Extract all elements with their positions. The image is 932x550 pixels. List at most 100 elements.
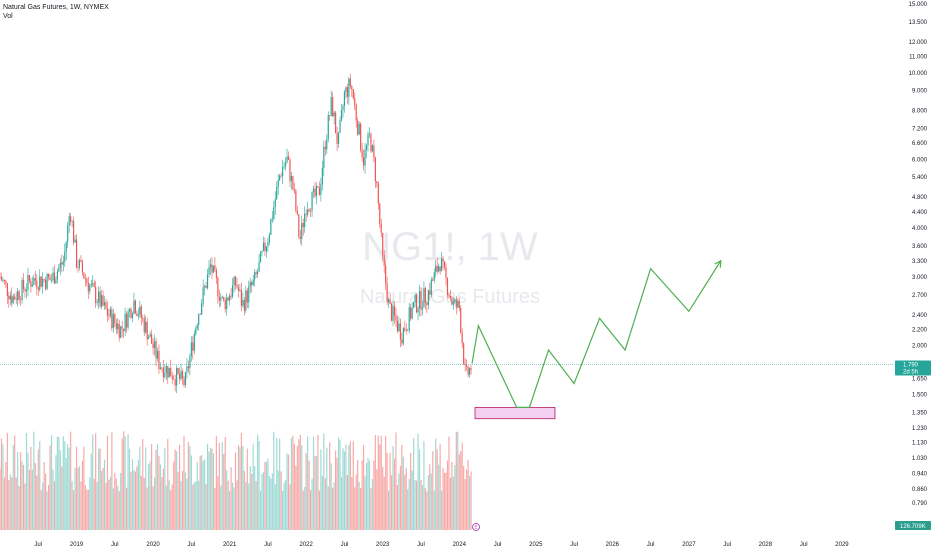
candle-body [345, 87, 347, 92]
time-tick-label: Jul [34, 542, 42, 548]
candle-body [361, 149, 363, 158]
candle-body [192, 342, 194, 351]
candle-body [42, 279, 44, 287]
volume-bar [304, 487, 306, 530]
candle-body [438, 266, 440, 272]
candle-body [468, 368, 471, 375]
volume-bar [301, 445, 303, 530]
volume-bar [460, 451, 462, 530]
volume-bar [461, 442, 463, 530]
volume-legend-label[interactable]: Vol [3, 13, 13, 20]
candle-body [379, 203, 381, 224]
candle-body [45, 279, 47, 289]
volume-bar [27, 452, 29, 530]
volume-bar [321, 475, 323, 530]
time-axis[interactable]: Jul 2019 Jul 2020 Jul 2021 Jul 2022 Jul 2023 Jul 20… [34, 542, 849, 548]
candle-body [242, 299, 244, 306]
volume-bar [373, 460, 375, 530]
candle-body [452, 301, 454, 305]
candle-body [198, 314, 200, 325]
candle-body [383, 254, 385, 266]
time-tick-label: 2025 [529, 542, 543, 548]
volume-bar [430, 473, 432, 530]
earnings-marker-circle[interactable] [472, 523, 480, 531]
candle-body [74, 239, 76, 243]
price-tick-label: 10.000 [909, 71, 928, 77]
candle-body [130, 309, 132, 318]
candle-body [106, 308, 109, 316]
volume-bar [315, 456, 318, 530]
volume-bar [233, 487, 235, 530]
candle-body [392, 306, 394, 321]
candle-body [351, 86, 353, 90]
volume-bar [89, 477, 91, 530]
candle-body [236, 285, 238, 288]
candle-body [358, 123, 360, 135]
volume-bar [190, 455, 192, 530]
time-tick-label: 2029 [835, 542, 849, 548]
volume-bar [239, 447, 241, 530]
volume-bar [114, 472, 116, 530]
candle-body [2, 279, 4, 281]
volume-bar [357, 459, 359, 530]
candle-body [47, 273, 50, 278]
candle-body [245, 290, 247, 311]
candle-body [11, 295, 13, 304]
candle-body [206, 274, 209, 289]
volume-bar [292, 435, 294, 530]
candle-body [171, 376, 173, 379]
symbol-title[interactable]: Natural Gas Futures, 1W, NYMEX [3, 4, 109, 11]
earnings-marker[interactable]: E [472, 523, 480, 531]
volume-bar [108, 479, 110, 530]
time-tick-label: Jul [570, 542, 578, 548]
volume-bar [468, 475, 471, 530]
volume-badge-value: 126.709K [900, 524, 926, 530]
volume-bar [165, 485, 167, 530]
candle-body [27, 275, 29, 290]
candle-body [339, 120, 341, 133]
candle-body [89, 285, 91, 292]
volume-bar [326, 447, 328, 530]
volume-bar [442, 468, 444, 530]
volume-bar [22, 464, 25, 530]
support-zone-rectangle[interactable] [474, 406, 556, 420]
volume-bar [196, 461, 198, 530]
volume-bar [245, 482, 247, 530]
candle-body [83, 272, 85, 279]
candle-body [39, 276, 41, 290]
volume-bar [351, 477, 353, 530]
volume-bar [68, 447, 70, 530]
volume-bar [47, 484, 50, 530]
candle-body [364, 149, 366, 166]
candle-body [96, 302, 98, 303]
candle-body [443, 261, 446, 268]
candle-body [276, 187, 278, 200]
volume-bar [438, 464, 440, 530]
candle-body [371, 145, 373, 152]
volume-bar [268, 475, 270, 530]
last-price-value: 1.790 [903, 362, 919, 368]
volume-bar [28, 469, 31, 530]
time-tick-label: 2027 [682, 542, 696, 548]
chart-legend[interactable]: Natural Gas Futures, 1W, NYMEX Vol [3, 3, 109, 21]
candle-body [423, 288, 425, 308]
candle-body [40, 276, 42, 287]
projection-path[interactable] [471, 260, 722, 408]
price-axis[interactable]: 15.000 13.500 12.000 11.000 10.000 9.000 8.000… [909, 2, 928, 507]
candle-body [264, 242, 266, 252]
volume-bar [123, 431, 125, 530]
volume-bar [96, 481, 98, 530]
volume-bar [80, 481, 82, 530]
volume-bar [3, 477, 6, 530]
volume-bar [78, 466, 81, 530]
candle-body [52, 272, 54, 281]
volume-bar [298, 439, 300, 530]
drawings-layer[interactable] [471, 259, 722, 420]
candle-body [258, 261, 260, 272]
candle-body [68, 216, 70, 226]
volume-bar [37, 449, 39, 530]
time-tick-label: Jul [111, 542, 119, 548]
volume-bar [134, 471, 137, 530]
candle-body [20, 299, 22, 301]
